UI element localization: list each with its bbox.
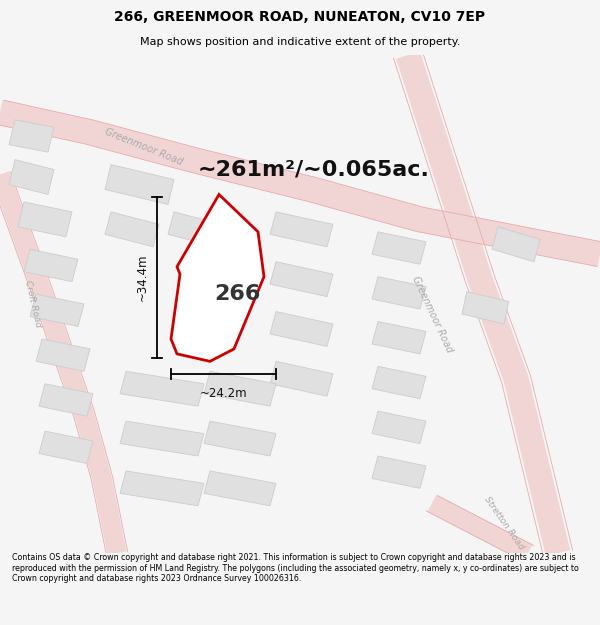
Polygon shape: [270, 311, 333, 346]
Polygon shape: [120, 471, 204, 506]
Text: 266: 266: [214, 284, 260, 304]
Polygon shape: [204, 371, 276, 406]
Polygon shape: [204, 421, 276, 456]
Polygon shape: [39, 384, 93, 416]
Polygon shape: [120, 371, 204, 406]
Polygon shape: [372, 232, 426, 264]
Polygon shape: [462, 292, 509, 324]
Text: ~24.2m: ~24.2m: [200, 388, 247, 400]
Polygon shape: [372, 321, 426, 354]
Text: Greenmoor Road: Greenmoor Road: [104, 127, 184, 168]
Text: ~34.4m: ~34.4m: [136, 254, 149, 301]
Polygon shape: [120, 421, 204, 456]
Polygon shape: [492, 227, 540, 262]
Polygon shape: [270, 361, 333, 396]
Polygon shape: [105, 164, 174, 204]
Polygon shape: [372, 411, 426, 444]
Polygon shape: [36, 339, 90, 371]
Polygon shape: [39, 431, 93, 464]
Polygon shape: [18, 202, 72, 237]
Text: Croft Road: Croft Road: [23, 279, 43, 329]
Polygon shape: [168, 212, 222, 247]
Polygon shape: [24, 249, 78, 282]
Polygon shape: [171, 194, 264, 361]
Text: Contains OS data © Crown copyright and database right 2021. This information is : Contains OS data © Crown copyright and d…: [12, 553, 579, 583]
Text: Stretton Road: Stretton Road: [482, 495, 526, 551]
Text: 266, GREENMOOR ROAD, NUNEATON, CV10 7EP: 266, GREENMOOR ROAD, NUNEATON, CV10 7EP: [115, 10, 485, 24]
Text: ~261m²/~0.065ac.: ~261m²/~0.065ac.: [198, 159, 430, 179]
Polygon shape: [9, 120, 54, 152]
Polygon shape: [9, 159, 54, 194]
Polygon shape: [30, 294, 84, 326]
Polygon shape: [270, 262, 333, 297]
Text: Greenmoor Road: Greenmoor Road: [410, 274, 454, 354]
Polygon shape: [105, 212, 159, 247]
Polygon shape: [270, 212, 333, 247]
Polygon shape: [372, 456, 426, 488]
Polygon shape: [372, 366, 426, 399]
Polygon shape: [204, 471, 276, 506]
Polygon shape: [372, 277, 426, 309]
Text: Map shows position and indicative extent of the property.: Map shows position and indicative extent…: [140, 38, 460, 48]
